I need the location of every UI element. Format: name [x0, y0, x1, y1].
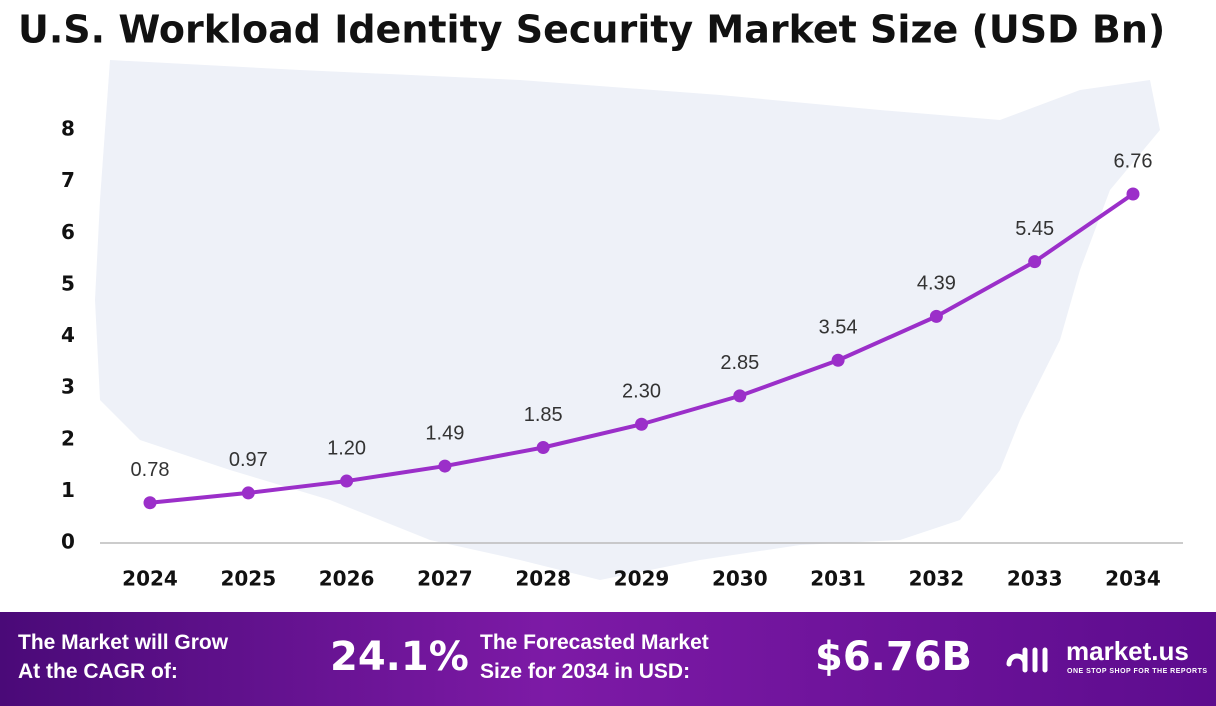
- data-label: 2.30: [622, 381, 661, 403]
- data-point: [929, 309, 943, 323]
- map-silhouette: [95, 60, 1160, 580]
- label-line: At the CAGR of:: [18, 660, 178, 683]
- y-tick-label: 3: [61, 375, 75, 399]
- data-label: 0.97: [229, 449, 268, 471]
- brand-tagline: ONE STOP SHOP FOR THE REPORTS: [1067, 668, 1208, 675]
- data-point: [733, 389, 747, 403]
- cagr-label: The Market will Grow At the CAGR of:: [18, 628, 228, 686]
- y-tick-label: 5: [61, 271, 75, 295]
- data-label: 3.54: [819, 317, 858, 339]
- brand-logo: [1006, 647, 1048, 673]
- data-point: [143, 496, 157, 510]
- data-label: 2.85: [720, 352, 759, 374]
- x-tick-label: 2031: [810, 567, 866, 591]
- y-tick-label: 7: [61, 168, 75, 192]
- y-tick-label: 4: [61, 323, 75, 347]
- x-tick-label: 2032: [909, 567, 965, 591]
- x-tick-label: 2029: [614, 567, 670, 591]
- x-tick-label: 2026: [319, 567, 375, 591]
- forecast-value: $6.76B: [815, 634, 973, 680]
- data-label: 1.85: [524, 404, 563, 426]
- y-tick-label: 6: [61, 220, 75, 244]
- brand-name: market.us: [1066, 636, 1189, 666]
- label-line: The Market will Grow: [18, 631, 229, 654]
- x-tick-label: 2027: [417, 567, 473, 591]
- data-point: [438, 459, 452, 473]
- chart: U.S. Workload Identity Security Market S…: [18, 8, 1183, 591]
- data-label: 6.76: [1114, 150, 1153, 172]
- chart-title: U.S. Workload Identity Security Market S…: [18, 8, 1165, 52]
- forecast-label: The Forecasted Market Size for 2034 in U…: [480, 628, 709, 686]
- footer: The Market will Grow At the CAGR of: 24.…: [0, 612, 1216, 706]
- data-point: [340, 474, 354, 488]
- data-point: [536, 440, 550, 454]
- data-point: [635, 417, 648, 431]
- data-label: 1.49: [425, 422, 464, 444]
- x-tick-label: 2033: [1007, 567, 1063, 591]
- x-tick-label: 2025: [220, 567, 276, 591]
- data-label: 4.39: [917, 273, 956, 295]
- data-label: 0.78: [131, 459, 170, 481]
- label-line: The Forecasted Market: [480, 631, 709, 654]
- data-label: 1.20: [327, 437, 366, 459]
- y-tick-label: 0: [61, 530, 75, 554]
- data-point: [241, 486, 255, 500]
- data-point: [1126, 187, 1140, 201]
- data-label: 5.45: [1015, 218, 1054, 240]
- data-point: [1028, 255, 1042, 269]
- data-point: [831, 353, 845, 367]
- x-tick-label: 2030: [712, 567, 768, 591]
- y-tick-label: 1: [61, 478, 75, 502]
- cagr-value: 24.1%: [330, 634, 469, 680]
- x-tick-label: 2024: [122, 567, 178, 591]
- x-tick-label: 2028: [515, 567, 571, 591]
- y-tick-label: 8: [61, 117, 75, 141]
- label-line: Size for 2034 in USD:: [480, 660, 691, 683]
- x-tick-label: 2034: [1105, 567, 1161, 591]
- y-tick-label: 2: [61, 426, 75, 450]
